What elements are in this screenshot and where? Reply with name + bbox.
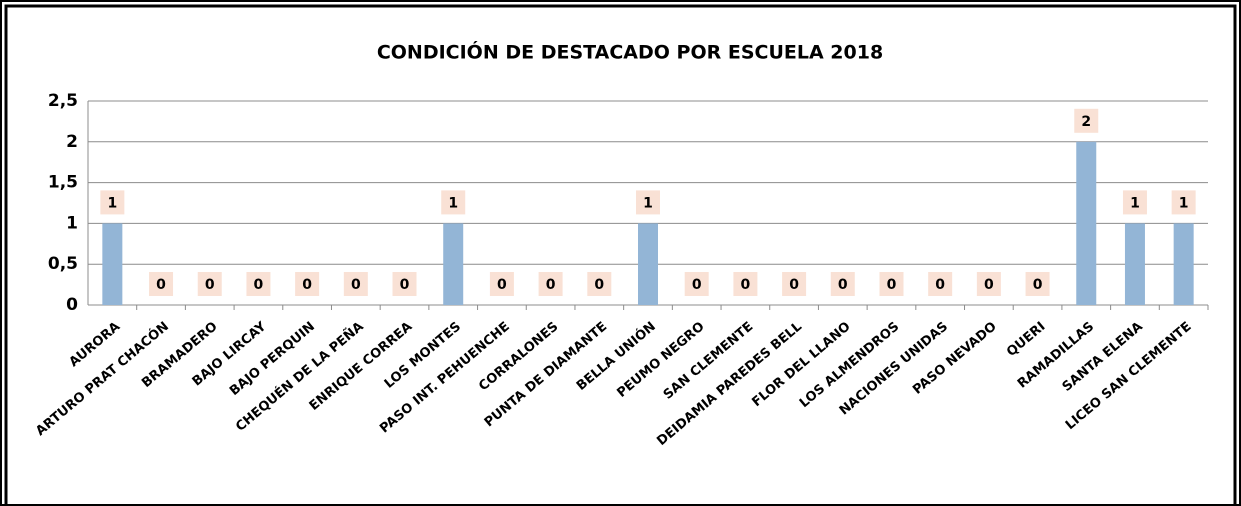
data-label: 0 — [254, 277, 264, 293]
y-tick-label: 2 — [66, 132, 78, 152]
bar — [102, 223, 123, 305]
data-label-box — [197, 272, 222, 296]
data-label-box — [538, 272, 563, 296]
y-tick-label: 0,5 — [48, 254, 78, 274]
data-label-box — [489, 272, 514, 296]
chart-title: CONDICIÓN DE DESTACADO POR ESCUELA 2018 — [377, 40, 883, 64]
bar — [443, 223, 464, 305]
data-label-box — [149, 272, 174, 296]
y-tick-label: 0 — [66, 295, 78, 315]
data-label-box — [441, 190, 466, 215]
data-label: 0 — [205, 277, 215, 293]
data-label: 0 — [935, 277, 945, 293]
data-label-box — [100, 190, 125, 215]
x-tick-label: BELLA UNIÓN — [573, 318, 658, 393]
x-tick-label: QUERI — [1004, 319, 1048, 360]
data-label-box — [1122, 190, 1147, 215]
data-label-box — [246, 272, 271, 296]
data-label-box — [928, 272, 953, 296]
bar — [638, 223, 658, 305]
data-label: 0 — [741, 277, 751, 293]
data-label: 1 — [643, 195, 653, 211]
data-label-box — [1074, 108, 1099, 133]
data-label: 0 — [984, 277, 994, 293]
data-label: 0 — [156, 277, 166, 293]
data-label: 0 — [887, 277, 897, 293]
y-tick-label: 1,5 — [48, 173, 78, 193]
data-label: 0 — [400, 277, 410, 293]
data-label: 0 — [302, 277, 312, 293]
data-label: 1 — [1179, 195, 1189, 211]
data-label: 2 — [1081, 114, 1091, 130]
data-label-box — [733, 272, 758, 296]
bar — [1173, 223, 1194, 305]
data-label-box — [976, 272, 1001, 296]
data-label: 1 — [1130, 195, 1140, 211]
bar — [1124, 223, 1145, 305]
data-label-box — [295, 272, 320, 296]
data-label: 0 — [351, 277, 361, 293]
x-tick-label: PEUMO NEGRO — [614, 319, 707, 401]
data-label-box — [1171, 190, 1196, 215]
bar — [1076, 141, 1097, 305]
data-label-box — [782, 272, 807, 296]
data-label: 0 — [692, 277, 702, 293]
data-label: 0 — [838, 277, 848, 293]
data-label-box — [830, 272, 855, 296]
data-label-box — [636, 190, 660, 215]
data-label: 1 — [448, 195, 458, 211]
data-label: 0 — [789, 277, 799, 293]
data-label: 0 — [1033, 277, 1043, 293]
x-tick-label: PASO NEVADO — [910, 319, 999, 397]
inner-frame — [4, 4, 1237, 506]
y-tick-label: 1 — [66, 213, 78, 233]
x-tick-label: SAN CLEMENTE — [661, 319, 756, 402]
x-tick-label: BAJO PERQUIN — [227, 319, 318, 399]
data-label-box — [343, 272, 368, 296]
y-tick-label: 2,5 — [48, 91, 78, 111]
data-label: 0 — [497, 277, 507, 293]
data-label-box — [392, 272, 417, 296]
data-label-box — [879, 272, 904, 296]
data-label: 0 — [546, 277, 556, 293]
data-label-box — [684, 272, 709, 296]
data-label-box — [587, 272, 612, 296]
data-label-box — [1025, 272, 1050, 296]
data-label: 1 — [107, 195, 117, 211]
data-label: 0 — [594, 277, 604, 293]
